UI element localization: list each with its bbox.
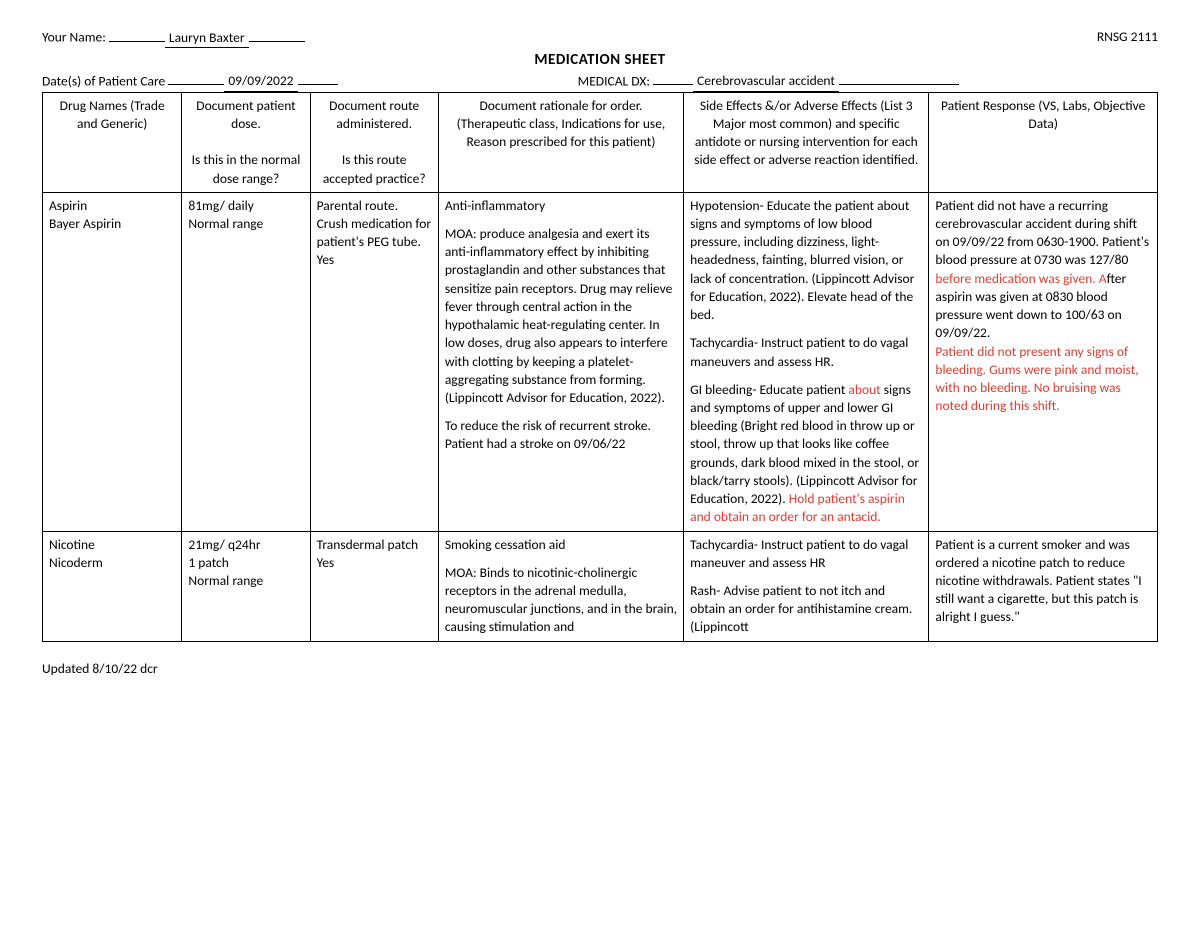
cell-rationale: Smoking cessation aid MOA: Binds to nico…: [438, 531, 683, 641]
dx-line: MEDICAL DX: Cerebrovascular accident: [578, 72, 1158, 92]
name-line: Your Name: Lauryn Baxter: [42, 28, 305, 48]
col-route: Document route administered. Is this rou…: [310, 92, 438, 192]
name-value: Lauryn Baxter: [165, 29, 249, 48]
header-sub: Date(s) of Patient Care 09/09/2022 MEDIC…: [42, 72, 1158, 92]
date-line: Date(s) of Patient Care 09/09/2022: [42, 72, 578, 92]
medication-table: Drug Names (Trade and Generic) Document …: [42, 92, 1158, 642]
header-top: Your Name: Lauryn Baxter RNSG 2111: [42, 28, 1158, 48]
course-code: RNSG 2111: [1097, 28, 1158, 48]
cell-side-effects: Tachycardia- Instruct patient to do vaga…: [684, 531, 929, 641]
cell-response: Patient is a current smoker and was orde…: [929, 531, 1158, 641]
cell-rationale: Anti-inflammatory MOA: produce analgesia…: [438, 192, 683, 531]
name-label: Your Name:: [42, 29, 106, 46]
col-rationale: Document rationale for order. (Therapeut…: [438, 92, 683, 192]
cell-route: Parental route. Crush medication for pat…: [310, 192, 438, 531]
dx-value: Cerebrovascular accident: [693, 72, 839, 91]
col-drug-names: Drug Names (Trade and Generic): [43, 92, 182, 192]
cell-dose: 21mg/ q24hr 1 patch Normal range: [182, 531, 310, 641]
cell-dose: 81mg/ daily Normal range: [182, 192, 310, 531]
col-dose: Document patient dose. Is this in the no…: [182, 92, 310, 192]
cell-side-effects: Hypotension- Educate the patient about s…: [684, 192, 929, 531]
sheet-title: MEDICATION SHEET: [42, 50, 1158, 70]
date-value: 09/09/2022: [224, 72, 297, 91]
footer-updated: Updated 8/10/22 dcr: [42, 660, 1158, 678]
cell-drug: Nicotine Nicoderm: [43, 531, 182, 641]
cell-drug: Aspirin Bayer Aspirin: [43, 192, 182, 531]
dx-label: MEDICAL DX:: [578, 72, 650, 89]
date-label: Date(s) of Patient Care: [42, 72, 165, 89]
table-row: Aspirin Bayer Aspirin 81mg/ daily Normal…: [43, 192, 1158, 531]
table-header-row: Drug Names (Trade and Generic) Document …: [43, 92, 1158, 192]
table-row: Nicotine Nicoderm 21mg/ q24hr 1 patch No…: [43, 531, 1158, 641]
col-side-effects: Side Effects &/or Adverse Effects (List …: [684, 92, 929, 192]
col-response: Patient Response (VS, Labs, Objective Da…: [929, 92, 1158, 192]
cell-response: Patient did not have a recurring cerebro…: [929, 192, 1158, 531]
cell-route: Transdermal patch Yes: [310, 531, 438, 641]
